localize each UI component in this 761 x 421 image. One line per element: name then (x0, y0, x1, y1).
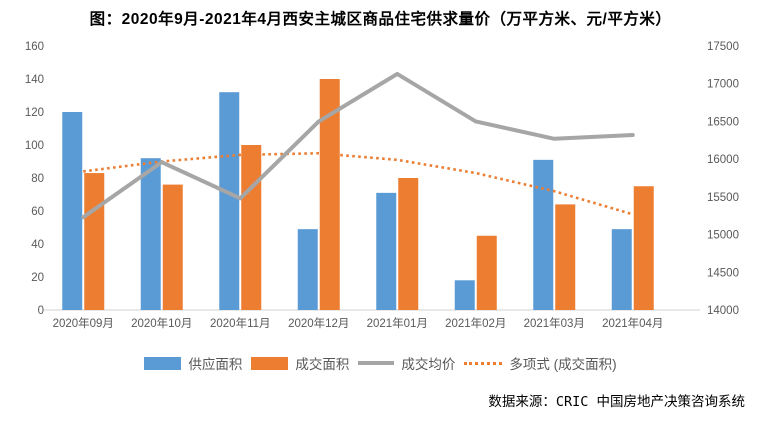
legend-label: 成交均价 (401, 357, 456, 372)
supply-bar-2020年09月 (62, 112, 83, 310)
chart-legend: 供应面积 成交面积 成交均价 多项式 (成交面积) (0, 353, 761, 373)
deal-bar-2020年11月 (241, 145, 262, 310)
deal-bar-2020年09月 (84, 173, 105, 310)
x-axis-label: 2020年10月 (131, 316, 192, 330)
supply-bar-2021年03月 (533, 159, 554, 310)
deal-swatch-icon (251, 356, 289, 370)
x-axis-label: 2021年02月 (445, 316, 506, 330)
left-axis-tick-label: 120 (25, 107, 44, 119)
left-axis-tick-label: 80 (31, 173, 44, 185)
right-axis-tick-label: 15500 (707, 192, 739, 204)
supply-bar-2020年10月 (140, 158, 161, 310)
left-axis-tick-label: 40 (31, 239, 44, 251)
deal-bar-2021年02月 (476, 235, 497, 310)
left-axis-tick-label: 60 (31, 206, 44, 218)
chart-title: 图：2020年9月-2021年4月西安主城区商品住宅供求量价（万平方米、元/平方… (89, 11, 672, 28)
supply-bar-2021年04月 (611, 229, 632, 310)
deal-bar-2021年01月 (398, 178, 419, 310)
deal-bar-2021年04月 (633, 186, 654, 310)
deal-bar-2021年03月 (555, 204, 576, 310)
left-axis-tick-label: 160 (25, 41, 44, 53)
supply-bar-2021年02月 (454, 280, 475, 310)
poly-dotted-swatch-icon (464, 361, 503, 365)
left-axis-tick-label: 20 (31, 272, 44, 284)
right-axis-tick-label: 16000 (707, 154, 739, 166)
legend-item-supply: 供应面积 (144, 353, 242, 373)
deal-bar-2020年12月 (319, 79, 340, 310)
right-axis-tick-label: 14000 (707, 305, 739, 317)
supply-swatch-icon (144, 356, 182, 370)
x-axis-label: 2020年09月 (53, 316, 114, 330)
left-axis-tick-label: 100 (25, 140, 44, 152)
x-axis-label: 2021年03月 (524, 316, 585, 330)
legend-label: 供应面积 (188, 357, 243, 372)
x-axis-label: 2020年11月 (210, 316, 271, 330)
legend-item-poly: 多项式 (成交面积) (464, 353, 617, 373)
right-axis-tick-label: 17500 (707, 41, 739, 53)
supply-bar-2021年01月 (376, 192, 397, 310)
legend-label: 多项式 (成交面积) (509, 357, 617, 372)
right-axis-tick-label: 14500 (707, 267, 739, 279)
price-line (81, 71, 635, 220)
left-axis-tick-label: 140 (25, 74, 44, 86)
price-line-swatch-icon (358, 361, 395, 365)
supply-bar-2020年11月 (219, 92, 240, 310)
right-axis-tick-label: 17000 (707, 79, 739, 91)
x-axis-label: 2021年01月 (367, 316, 428, 330)
right-axis-tick-label: 15000 (707, 230, 739, 242)
poly-trend-line (83, 151, 634, 216)
data-source-note: 数据来源：CRIC 中国房地产决策咨询系统 (488, 394, 745, 410)
legend-label: 成交面积 (295, 357, 350, 372)
supply-bar-2020年12月 (297, 229, 318, 310)
legend-item-deal: 成交面积 (251, 353, 349, 373)
x-axis-label: 2021年04月 (602, 316, 663, 330)
x-axis-label: 2020年12月 (288, 316, 349, 330)
deal-bar-2020年10月 (162, 184, 183, 310)
legend-item-price: 成交均价 (358, 353, 455, 373)
right-axis-tick-label: 16500 (707, 116, 739, 128)
left-axis-tick-label: 0 (38, 305, 44, 317)
